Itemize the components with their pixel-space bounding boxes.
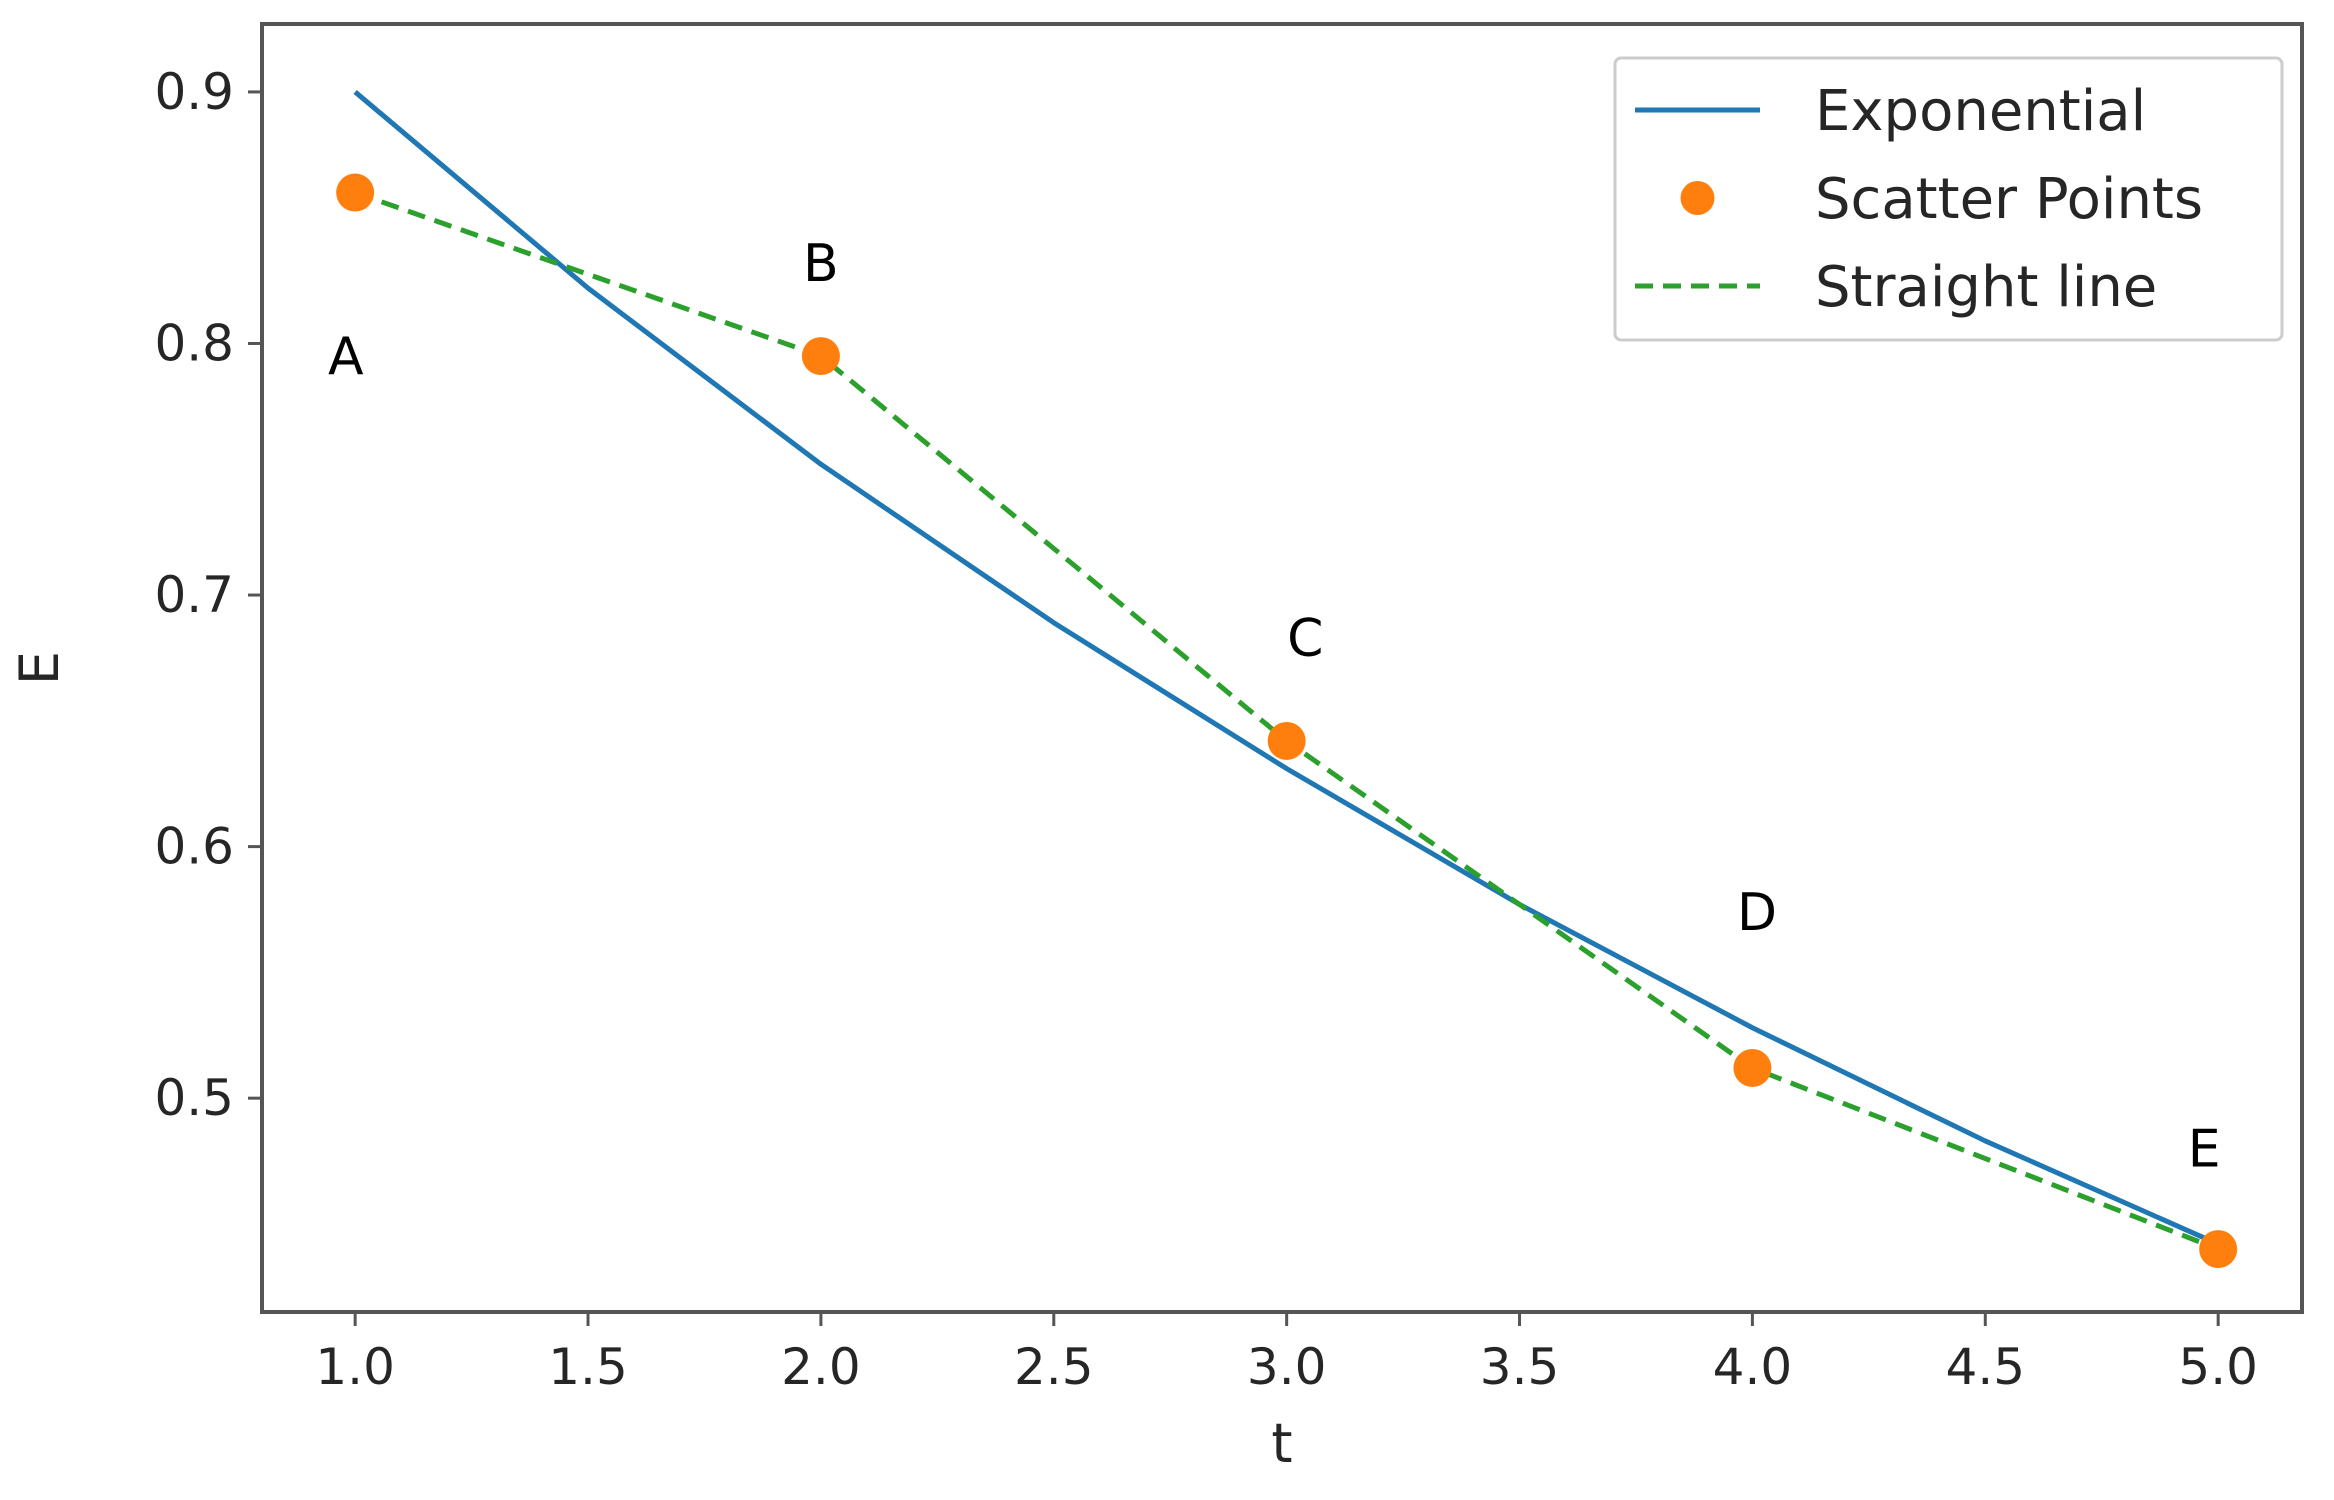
x-tick-label: 1.0 (315, 1338, 395, 1396)
point-annotation: A (328, 327, 364, 387)
series-straight-line (354, 190, 2220, 1252)
x-tick-label: 5.0 (2178, 1338, 2258, 1396)
legend: Exponential Scatter Points Straight line (1613, 56, 2284, 342)
x-tick-label: 1.5 (548, 1338, 628, 1396)
x-tick-label: 4.0 (1713, 1338, 1793, 1396)
legend-label-straight-line: Straight line (1815, 255, 2157, 320)
legend-swatch-scatter-points (1680, 181, 1715, 215)
legend-label-exponential: Exponential (1815, 79, 2146, 144)
scatter-point (2199, 1230, 2238, 1269)
x-tick-label: 2.5 (1014, 1338, 1094, 1396)
axes: 1.0 1.5 2.0 2.5 3.0 3.5 4.0 4.5 5.0 0.5 0.6 0.7 0.8 0… (154, 63, 2257, 1396)
y-tick-label: 0.6 (154, 818, 234, 876)
scatter-point (1733, 1048, 1772, 1087)
x-tick-label: 3.0 (1247, 1338, 1327, 1396)
legend-box (1613, 56, 2284, 342)
plot-area: A B C D E (328, 90, 2238, 1269)
legend-label-scatter-points: Scatter Points (1815, 167, 2203, 232)
x-axis-label: t (1271, 1412, 1292, 1475)
scatter-point (336, 173, 375, 212)
plot-frame (260, 22, 2304, 1314)
y-tick-label: 0.8 (154, 314, 234, 372)
x-tick-label: 2.0 (781, 1338, 861, 1396)
scatter-point (1267, 721, 1306, 760)
point-annotation: B (803, 234, 839, 294)
y-axis-label: E (8, 651, 71, 685)
point-annotation: E (2188, 1119, 2221, 1179)
point-annotation: C (1287, 609, 1323, 669)
point-annotation: D (1737, 883, 1777, 943)
y-tick-label: 0.5 (154, 1069, 234, 1127)
x-tick-label: 3.5 (1480, 1338, 1560, 1396)
x-tick-label: 4.5 (1946, 1338, 2026, 1396)
series-exponential-line (353, 90, 2220, 1247)
y-tick-label: 0.9 (154, 63, 234, 121)
scatter-point (801, 337, 840, 376)
y-tick-label: 0.7 (154, 566, 234, 624)
